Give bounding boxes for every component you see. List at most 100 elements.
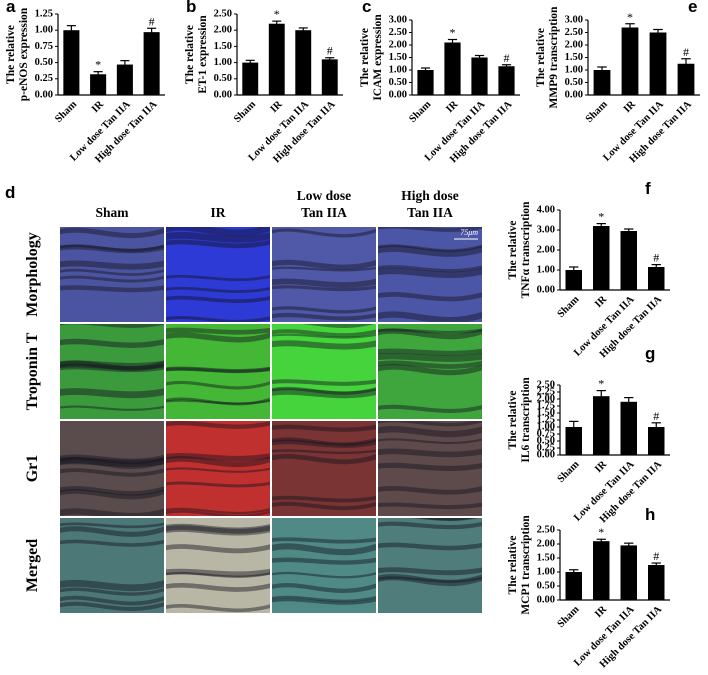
column-label: Low dose bbox=[297, 188, 351, 203]
fiber-gap bbox=[272, 259, 376, 270]
y-axis-label: The relative bbox=[5, 25, 17, 84]
fiber-gap bbox=[272, 306, 376, 314]
significance-marker: # bbox=[149, 14, 155, 28]
fiber-gap bbox=[60, 405, 164, 411]
fiber-gap bbox=[272, 228, 376, 238]
y-tick-label: 2.00 bbox=[214, 25, 232, 36]
x-tick-label: Sham bbox=[232, 99, 258, 125]
fiber-gap bbox=[272, 340, 376, 350]
y-tick-label: 1.50 bbox=[537, 552, 555, 563]
y-tick-label: 0.00 bbox=[214, 89, 232, 100]
fiber-gap bbox=[60, 363, 164, 373]
y-tick-label: 1.00 bbox=[214, 57, 232, 68]
image-bg bbox=[378, 421, 482, 516]
y-tick-label: 1.00 bbox=[35, 25, 53, 36]
column-label: Tan IIA bbox=[407, 205, 453, 220]
y-tick-label: 3.00 bbox=[537, 224, 555, 235]
bar bbox=[593, 226, 610, 290]
bar bbox=[620, 545, 637, 600]
fiber-gap bbox=[166, 421, 270, 429]
fiber-gap bbox=[60, 268, 164, 276]
fiber-gap bbox=[60, 579, 164, 592]
image-bg bbox=[272, 421, 376, 516]
x-tick-label: IR bbox=[444, 99, 460, 115]
fiber-gap bbox=[272, 329, 376, 338]
fiber-gap bbox=[272, 537, 376, 544]
image-bg bbox=[378, 227, 482, 322]
fiber-gap bbox=[272, 437, 376, 446]
fiber-gap bbox=[272, 583, 376, 593]
bar bbox=[565, 270, 582, 290]
fiber-gap bbox=[378, 364, 482, 376]
fiber-gap bbox=[272, 595, 376, 603]
image-bg bbox=[166, 324, 270, 419]
image-bg bbox=[60, 324, 164, 419]
fiber-gap bbox=[378, 348, 482, 356]
fiber-gap bbox=[378, 244, 482, 252]
fiber-gap bbox=[60, 338, 164, 348]
y-axis-label: The relative bbox=[359, 28, 371, 87]
bar bbox=[593, 541, 610, 600]
fiber-gap bbox=[166, 456, 270, 468]
significance-marker: # bbox=[653, 409, 659, 423]
fiber-gap bbox=[166, 481, 270, 488]
fiber-gap bbox=[272, 388, 376, 399]
column-label: Tan IIA bbox=[301, 205, 347, 220]
x-tick-label: Sham bbox=[556, 294, 582, 320]
bar bbox=[321, 59, 338, 95]
y-tick-label: 1.25 bbox=[537, 414, 555, 425]
bar bbox=[242, 62, 259, 95]
y-tick-label: 3.00 bbox=[389, 14, 407, 25]
y-tick-label: 0.50 bbox=[565, 77, 583, 88]
image-bg bbox=[378, 518, 482, 613]
fiber-gap bbox=[272, 501, 376, 511]
micrograph bbox=[378, 227, 482, 322]
bar bbox=[90, 74, 107, 95]
significance-marker: * bbox=[627, 10, 633, 24]
micrograph bbox=[60, 421, 164, 516]
y-tick-label: 1.00 bbox=[537, 421, 555, 432]
y-axis-label: The relative bbox=[507, 391, 519, 450]
fiber-gap bbox=[378, 328, 482, 340]
fiber-gap bbox=[378, 265, 482, 273]
significance-marker: # bbox=[683, 45, 689, 59]
bar bbox=[648, 565, 665, 600]
fiber-gap bbox=[60, 324, 164, 328]
fiber-gap bbox=[378, 462, 482, 471]
fiber-gap bbox=[378, 352, 482, 362]
y-tick-label: 2.00 bbox=[389, 39, 407, 50]
x-tick-label: IR bbox=[622, 99, 638, 115]
y-axis-label: TNFα transcription bbox=[520, 201, 532, 298]
y-tick-label: 0.00 bbox=[537, 449, 555, 460]
fiber-gap bbox=[60, 522, 164, 529]
image-bg bbox=[272, 227, 376, 322]
bar bbox=[444, 42, 461, 95]
image-bg bbox=[272, 518, 376, 613]
fiber-gap bbox=[166, 332, 270, 343]
fiber-gap bbox=[378, 328, 482, 334]
bar bbox=[268, 23, 285, 95]
row-label: Troponin T bbox=[24, 332, 41, 410]
fiber-gap bbox=[166, 510, 270, 516]
bar bbox=[471, 57, 488, 95]
fiber-gap bbox=[166, 604, 270, 613]
bar bbox=[621, 27, 639, 95]
x-tick-label: Sham bbox=[584, 99, 610, 125]
fiber-gap bbox=[60, 244, 164, 252]
y-tick-label: 0.50 bbox=[537, 435, 555, 446]
micrograph bbox=[272, 421, 376, 516]
fiber-gap bbox=[378, 448, 482, 458]
row-label: Morphology bbox=[24, 232, 41, 316]
y-tick-label: 0.50 bbox=[214, 73, 232, 84]
y-tick-label: 1.00 bbox=[537, 566, 555, 577]
y-tick-label: 2.50 bbox=[537, 379, 555, 390]
y-tick-label: 0.00 bbox=[537, 284, 555, 295]
y-tick-label: 1.50 bbox=[537, 407, 555, 418]
y-tick-label: 2.25 bbox=[537, 386, 555, 397]
fiber-gap bbox=[378, 404, 482, 413]
y-tick-label: 0.50 bbox=[537, 580, 555, 591]
significance-marker: * bbox=[598, 525, 604, 539]
fiber-gap bbox=[60, 486, 164, 496]
fiber-gap bbox=[272, 557, 376, 565]
fiber-gap bbox=[272, 386, 376, 395]
